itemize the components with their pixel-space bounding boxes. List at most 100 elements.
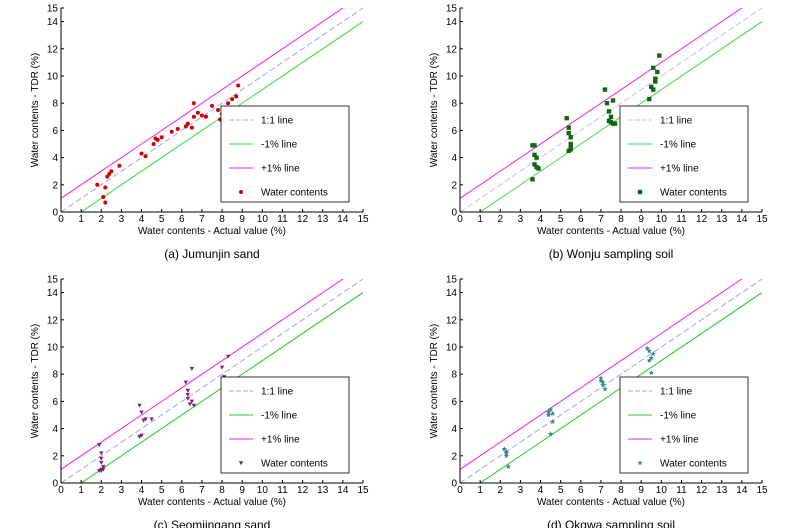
y-tick-label: 12 — [446, 44, 458, 55]
data-point — [600, 379, 606, 385]
data-point — [612, 121, 618, 126]
x-tick-label: 15 — [756, 214, 768, 225]
x-tick-label: 7 — [598, 485, 604, 496]
legend-entry-label: 1:1 line — [261, 387, 294, 398]
data-point — [236, 83, 241, 88]
data-point — [226, 101, 231, 106]
data-point — [101, 195, 106, 200]
data-point — [225, 354, 231, 359]
x-tick-label: 5 — [159, 485, 165, 496]
x-tick-label: 6 — [179, 214, 185, 225]
y-tick-label: 6 — [451, 397, 457, 408]
panel-caption: (a) Jumunjin sand — [164, 247, 259, 261]
x-tick-label: 15 — [756, 485, 768, 496]
x-tick-label: 2 — [497, 214, 503, 225]
reference-line-1 — [80, 21, 363, 212]
x-tick-label: 3 — [518, 214, 524, 225]
y-tick-label: 8 — [451, 99, 457, 110]
data-point — [219, 365, 225, 370]
data-point — [97, 443, 102, 448]
x-tick-label: 3 — [119, 485, 125, 496]
x-tick-label: 8 — [219, 485, 225, 496]
legend-entry-label: 1:1 line — [660, 116, 693, 127]
panel-b: 0 1 2 3 4 5 6 7 8 9 10 11 12 13 14 150246810121415Water… — [429, 4, 768, 262]
x-tick-label: 5 — [558, 214, 564, 225]
data-point — [598, 378, 604, 384]
x-tick-label: 3 — [518, 485, 524, 496]
x-tick-label: 11 — [676, 214, 687, 225]
x-tick-label: 13 — [716, 214, 728, 225]
y-tick-label: 6 — [451, 126, 457, 137]
data-point — [644, 345, 650, 351]
data-point — [95, 182, 100, 187]
data-point — [657, 53, 662, 58]
data-point — [210, 103, 214, 108]
x-tick-label: 1 — [78, 485, 84, 496]
y-tick-label: 8 — [52, 99, 58, 110]
legend-box — [220, 376, 350, 474]
data-point — [139, 151, 144, 156]
legend-entry-label: +1% line — [261, 164, 300, 175]
reference-line-0 — [460, 279, 762, 483]
data-point — [568, 135, 573, 140]
data-point — [604, 101, 610, 106]
data-point — [530, 177, 535, 182]
y-tick-label: 4 — [451, 424, 457, 435]
reference-line-0 — [61, 8, 363, 212]
x-tick-label: 8 — [618, 485, 624, 496]
data-point — [189, 399, 195, 404]
reference-line-0 — [61, 279, 363, 483]
legend-entry-label: +1% line — [660, 164, 699, 175]
data-point — [187, 402, 193, 407]
data-point — [650, 350, 656, 357]
data-point — [139, 433, 144, 438]
data-point — [143, 417, 148, 422]
data-point — [151, 142, 156, 146]
x-tick-label: 9 — [239, 214, 245, 225]
y-tick-label: 4 — [52, 424, 58, 435]
x-tick-label: 9 — [638, 214, 644, 225]
y-tick-label: 14 — [47, 288, 59, 299]
data-point — [117, 163, 122, 168]
data-point — [175, 127, 180, 132]
data-point — [103, 200, 108, 205]
y-tick-label: 14 — [446, 288, 458, 299]
x-tick-label: 11 — [277, 214, 288, 225]
reference-line-2 — [460, 8, 743, 199]
data-point — [602, 386, 608, 392]
legend-box — [619, 376, 749, 474]
x-tick-label: 15 — [357, 485, 369, 496]
x-tick-label: 10 — [656, 485, 668, 496]
data-point — [99, 451, 104, 456]
x-tick-label: 6 — [179, 485, 185, 496]
x-tick-label: 14 — [337, 214, 349, 225]
data-point — [185, 392, 191, 397]
x-tick-label: 14 — [736, 485, 748, 496]
panel-c: 0 1 2 3 4 5 6 7 8 9 10 11 12 13 14 150246810121415Water… — [30, 275, 369, 528]
data-point — [655, 69, 660, 75]
y-tick-label: 2 — [451, 180, 457, 191]
x-tick-label: 6 — [578, 485, 584, 496]
data-point — [189, 367, 195, 371]
x-axis-label: Water contents - Actual value (%) — [537, 226, 685, 237]
data-point — [183, 380, 189, 385]
x-tick-label: 13 — [317, 214, 329, 225]
data-point — [647, 96, 652, 102]
panel-caption: (d) Okgwa sampling soil — [547, 518, 675, 528]
data-point — [566, 130, 571, 136]
data-point — [610, 98, 616, 103]
data-point — [503, 450, 510, 456]
legend: 1:1 line -1% line +1% line Water contents — [619, 376, 749, 474]
x-tick-label: 7 — [598, 214, 604, 225]
x-tick-label: 0 — [457, 214, 463, 225]
data-point — [143, 154, 148, 159]
data-point — [549, 410, 556, 416]
x-tick-label: 7 — [199, 214, 205, 225]
data-point — [648, 369, 654, 376]
y-tick-label: 10 — [47, 72, 59, 83]
x-tick-label: 11 — [676, 485, 687, 496]
legend-box — [220, 105, 350, 203]
data-point — [501, 446, 508, 452]
legend-entry-label: Water contents — [261, 188, 328, 199]
